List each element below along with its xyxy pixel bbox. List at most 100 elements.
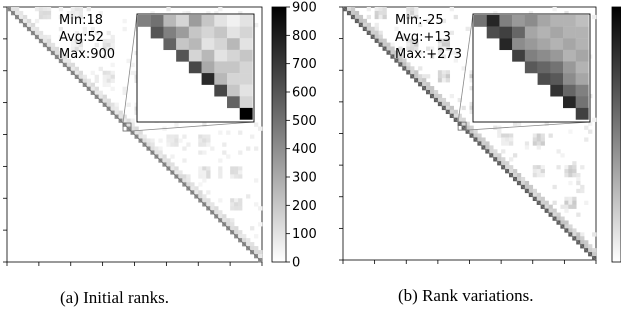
matrix-cell [390, 42, 395, 47]
matrix-cell [536, 192, 541, 198]
matrix-cell [572, 196, 577, 201]
matrix-cell [166, 162, 171, 167]
matrix-cell [572, 173, 577, 178]
matrix-cell [182, 146, 187, 151]
matrix-cell [449, 7, 454, 12]
matrix-cell [98, 10, 103, 16]
matrix-cell [449, 30, 454, 35]
matrix-cell [445, 70, 451, 75]
matrix-cell [501, 133, 506, 138]
matrix-cell [198, 150, 203, 155]
matrix-cell [445, 74, 451, 79]
matrix-cell [374, 26, 379, 32]
matrix-cell [94, 90, 99, 95]
matrix-cell [206, 198, 211, 203]
matrix-cell [520, 176, 526, 182]
matrix-cell [122, 90, 127, 95]
matrix-cell [592, 248, 597, 253]
matrix-cell [218, 170, 223, 175]
matrix-cell [38, 10, 44, 16]
matrix-cell [26, 18, 32, 24]
inset-cell [575, 73, 589, 85]
matrix-cell [230, 202, 235, 207]
matrix-cell [258, 126, 263, 131]
matrix-cell [106, 46, 111, 52]
matrix-cell [414, 46, 419, 51]
matrix-cell [102, 42, 107, 48]
inset-cell [486, 26, 500, 39]
inset-cell [575, 107, 589, 120]
matrix-cell [250, 134, 255, 139]
matrix-cell [198, 166, 203, 171]
matrix-cell [564, 165, 569, 170]
caption-a: (a) Initial ranks. [60, 288, 170, 307]
matrix-cell [110, 46, 115, 52]
inset-cell [239, 26, 253, 39]
matrix-cell [202, 174, 207, 179]
matrix-cell [414, 38, 419, 43]
matrix-cell [198, 194, 203, 199]
matrix-cell [38, 7, 44, 12]
matrix-cell [473, 129, 478, 134]
inset-cell [227, 49, 240, 62]
matrix-cell [50, 46, 56, 52]
matrix-cell [536, 137, 541, 142]
matrix-cell [170, 162, 175, 167]
matrix-cell [42, 7, 48, 12]
inset-cell [575, 38, 589, 51]
matrix-cell [532, 169, 537, 174]
matrix-cell [560, 220, 565, 225]
matrix-cell [374, 7, 379, 12]
matrix-cell [465, 121, 470, 126]
matrix-cell [110, 70, 115, 76]
colorbar-tick-label: 300 [292, 171, 317, 186]
matrix-cell [382, 7, 387, 12]
matrix-cell [238, 130, 243, 135]
matrix-cell [509, 165, 514, 170]
matrix-cell [441, 101, 447, 107]
inset-cell [563, 73, 576, 85]
matrix-cell [429, 90, 435, 95]
matrix-cell [374, 10, 379, 16]
matrix-cell [592, 252, 597, 257]
matrix-cell [457, 113, 462, 118]
matrix-cell [114, 106, 119, 111]
zoom-connector [466, 121, 591, 131]
matrix-cell [461, 66, 466, 71]
matrix-cell [202, 170, 207, 175]
colorbar-tick-label: 500 [292, 114, 317, 129]
matrix-cell [556, 165, 561, 170]
matrix-cell [497, 153, 502, 158]
matrix-cell [254, 202, 259, 207]
matrix-cell [234, 170, 239, 175]
matrix-cell [524, 184, 530, 190]
matrix-cell [477, 137, 482, 142]
matrix-cell [230, 198, 235, 203]
matrix-cell [74, 46, 80, 52]
matrix-cell [70, 42, 76, 48]
matrix-cell [382, 38, 387, 43]
matrix-cell [146, 142, 151, 147]
matrix-cell [374, 30, 379, 35]
matrix-cell [22, 14, 28, 20]
inset-cell [214, 84, 228, 97]
matrix-cell [206, 10, 211, 16]
matrix-cell [106, 98, 111, 103]
matrix-cell [30, 22, 36, 28]
matrix-cell [34, 18, 40, 24]
matrix-cell [46, 34, 52, 40]
matrix-cell [418, 50, 423, 55]
matrix-cell [568, 204, 573, 209]
matrix-cell [540, 165, 545, 170]
matrix-cell [218, 166, 223, 171]
matrix-cell [509, 141, 514, 146]
matrix-cell [182, 178, 187, 183]
matrix-cell [22, 18, 28, 24]
matrix-cell [234, 206, 239, 211]
inset-cell [239, 38, 253, 51]
matrix-cell [74, 14, 80, 20]
matrix-cell [469, 74, 474, 79]
matrix-cell [78, 14, 83, 20]
matrix-cell [580, 188, 585, 194]
matrix-cell [174, 166, 179, 171]
